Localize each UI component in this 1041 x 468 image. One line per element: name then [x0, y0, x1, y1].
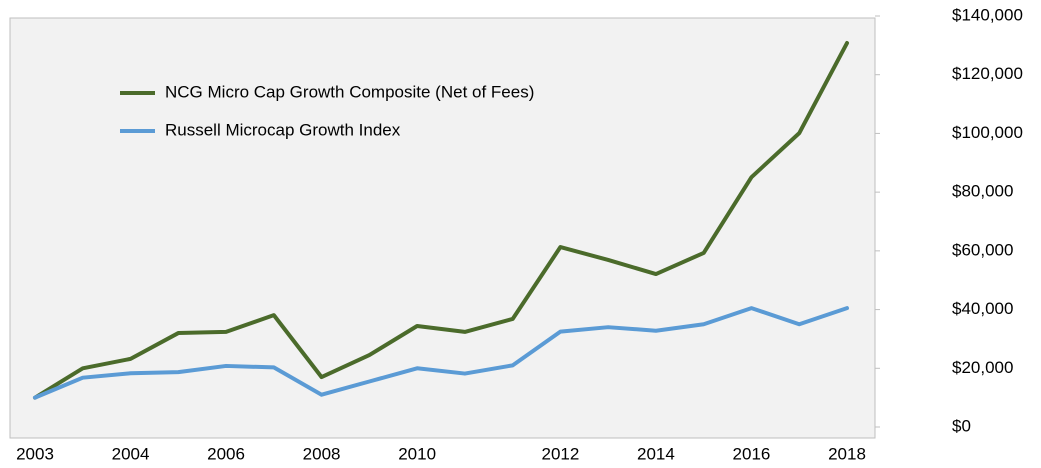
- x-tick-label: 2016: [733, 444, 771, 463]
- x-tick-label: 2004: [112, 444, 150, 463]
- x-tick-label: 2008: [303, 444, 341, 463]
- y-tick-label: $120,000: [952, 64, 1023, 83]
- x-tick-label: 2010: [398, 444, 436, 463]
- x-tick-label: 2006: [207, 444, 245, 463]
- y-tick-label: $0: [952, 416, 971, 435]
- y-tick-label: $60,000: [952, 240, 1013, 259]
- y-tick-label: $80,000: [952, 182, 1013, 201]
- y-tick-label: $100,000: [952, 123, 1023, 142]
- y-tick-label: $40,000: [952, 299, 1013, 318]
- x-tick-label: 2014: [637, 444, 675, 463]
- x-tick-label: 2003: [16, 444, 54, 463]
- y-tick-label: $20,000: [952, 358, 1013, 377]
- legend-label: Russell Microcap Growth Index: [165, 120, 401, 139]
- x-tick-label: 2012: [541, 444, 579, 463]
- legend-label: NCG Micro Cap Growth Composite (Net of F…: [165, 82, 534, 101]
- plot-area: [9, 17, 876, 439]
- x-tick-label: 2018: [828, 444, 866, 463]
- series-line: [33, 41, 849, 400]
- series-line: [33, 306, 849, 400]
- y-tick-label: $140,000: [952, 5, 1023, 24]
